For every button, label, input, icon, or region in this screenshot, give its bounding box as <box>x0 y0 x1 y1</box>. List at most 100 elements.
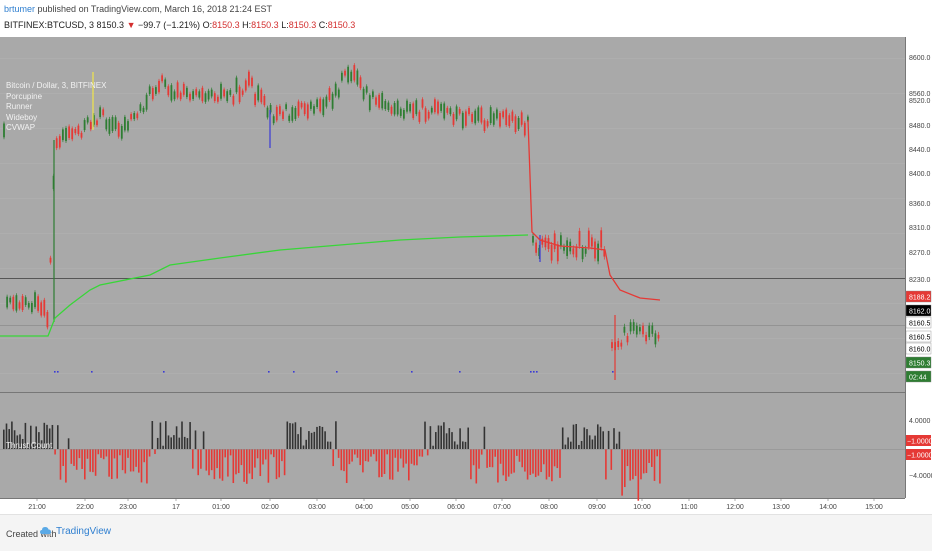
thrust-bar <box>167 435 170 449</box>
candle <box>127 121 129 131</box>
thrust-bar <box>594 435 596 449</box>
candle <box>49 257 52 263</box>
thrust-bar <box>235 449 237 475</box>
thrust-bar <box>426 449 429 456</box>
candle <box>213 93 216 102</box>
candle <box>639 327 641 332</box>
price-tick-label: 8230.0 <box>909 277 931 284</box>
signal-marker <box>533 371 535 373</box>
candle <box>124 116 126 131</box>
thrust-bar <box>16 435 19 449</box>
candle <box>279 106 281 115</box>
candle <box>375 97 377 105</box>
osc-badges: −1.0000 −1.0000 <box>906 435 932 460</box>
candle <box>427 111 430 119</box>
thrust-bar <box>337 449 340 458</box>
thrust-bar <box>480 449 483 455</box>
candle <box>541 238 544 245</box>
legend-item-wideboy[interactable]: Wideboy <box>6 112 38 122</box>
time-tick-label: 14:00 <box>819 504 837 511</box>
candle <box>68 126 70 138</box>
price-tick-label: 8400.0 <box>909 171 931 178</box>
signal-marker <box>57 371 59 373</box>
candle <box>415 100 418 115</box>
candle <box>547 238 550 250</box>
oscillator-title[interactable]: Thrust Count <box>6 441 53 450</box>
time-tick-label: 10:00 <box>633 504 651 511</box>
candle <box>294 107 297 119</box>
thrust-bar <box>100 449 102 458</box>
thrust-bar <box>586 429 588 449</box>
candle <box>201 87 204 102</box>
thrust-bar <box>532 449 534 474</box>
thrust-bar <box>494 449 496 457</box>
thrust-bar <box>354 449 356 455</box>
candle <box>331 93 334 109</box>
candle <box>313 106 315 114</box>
price-panel[interactable] <box>0 37 905 392</box>
candle <box>584 248 587 254</box>
thrust-bar <box>32 443 35 449</box>
thrust-bar <box>251 449 253 480</box>
legend-item-runner[interactable]: Runner <box>6 102 33 111</box>
thrust-bar <box>78 449 81 459</box>
candle <box>629 322 632 332</box>
header: brtumer published on TradingView.com, Ma… <box>0 0 932 36</box>
chart-frame: 8600.0 8560.0 8520.0 8480.0 8440.0 8400.0 8360… <box>0 36 932 514</box>
thrust-bar <box>405 449 407 464</box>
thrust-bar <box>291 423 294 449</box>
legend-title[interactable]: Bitcoin / Dollar, 3, BITFINEX <box>6 81 107 90</box>
candle <box>235 77 238 93</box>
thrust-bar <box>200 449 202 469</box>
thrust-bar <box>197 449 199 476</box>
candle <box>229 90 232 95</box>
thrust-bar <box>267 449 270 483</box>
time-tick-label: 03:00 <box>308 504 326 511</box>
signal-marker <box>163 371 165 373</box>
thrust-bar <box>470 449 472 480</box>
price-badge <box>905 330 932 343</box>
candle <box>145 94 148 110</box>
candle <box>603 249 606 257</box>
candle <box>9 297 12 303</box>
thrust-bar <box>111 449 113 480</box>
candle <box>310 101 312 109</box>
thrust-bar <box>418 449 421 457</box>
candle <box>198 91 201 98</box>
thrust-bar <box>232 449 235 484</box>
candle <box>58 136 61 148</box>
thrust-bar <box>629 449 631 481</box>
candle <box>89 121 92 130</box>
thrust-bar <box>183 436 186 449</box>
thrust-bar <box>545 449 548 480</box>
cvwap-line <box>0 234 529 337</box>
candle <box>527 116 529 122</box>
thrust-bar <box>356 449 359 458</box>
price-axis-area[interactable] <box>905 37 932 498</box>
thrust-bar <box>108 449 110 477</box>
tradingview-link[interactable]: TradingView <box>40 525 111 537</box>
thrust-bar <box>580 440 583 449</box>
thrust-bar <box>194 430 197 449</box>
thrust-bar <box>156 437 159 449</box>
osc-badge <box>906 435 931 446</box>
high-value: 8150.3 <box>251 20 279 30</box>
thrust-bar <box>624 449 626 488</box>
candle <box>353 65 356 81</box>
legend-item-porcupine[interactable]: Porcupine <box>6 91 43 101</box>
candle <box>362 88 365 100</box>
candle <box>210 89 213 97</box>
candle <box>486 121 489 127</box>
author-link[interactable]: brtumer <box>4 4 36 14</box>
thrust-bar <box>35 426 37 449</box>
thrust-bar <box>399 449 402 459</box>
time-axis-area[interactable] <box>0 498 905 514</box>
thrust-bar <box>300 427 302 449</box>
candle <box>34 292 36 308</box>
candle <box>275 106 278 121</box>
legend-item-cvwap[interactable]: CVWAP <box>6 123 36 132</box>
thrust-bar <box>570 441 572 449</box>
thrust-bar <box>567 437 569 449</box>
